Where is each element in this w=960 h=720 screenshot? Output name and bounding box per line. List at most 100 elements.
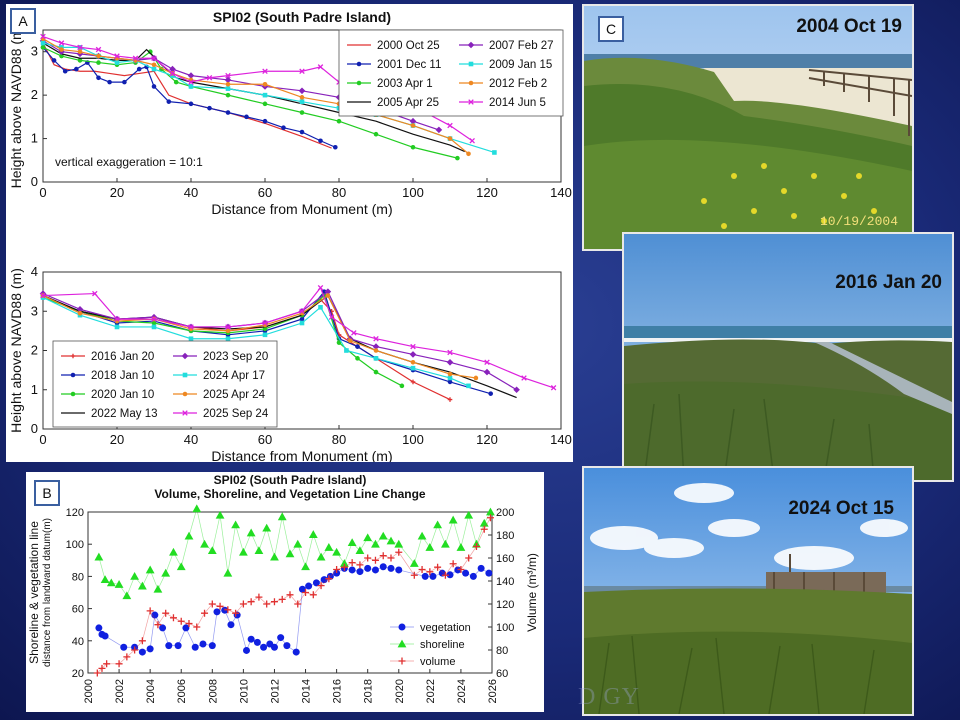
legend-item: 2020 Jan 10 — [61, 389, 154, 401]
data-point — [328, 314, 335, 320]
data-point — [347, 538, 357, 546]
legend-label: 2018 Jan 10 — [91, 370, 154, 382]
data-point — [513, 386, 520, 394]
data-point — [433, 520, 443, 529]
legend-label: 2014 Jun 5 — [489, 97, 546, 109]
data-point — [299, 68, 305, 75]
data-point — [130, 572, 140, 580]
data-point — [447, 397, 453, 402]
data-point — [93, 669, 101, 677]
x-tick-label: 2004 — [145, 679, 157, 703]
y-tick-label: 80 — [72, 571, 84, 583]
data-point — [317, 284, 324, 291]
chart-annotation: vertical exaggeration = 10:1 — [55, 155, 203, 169]
data-point — [410, 365, 416, 371]
data-point — [262, 523, 272, 532]
data-point — [336, 340, 342, 345]
data-point — [215, 510, 225, 519]
data-point — [421, 572, 429, 580]
data-point — [260, 643, 268, 651]
legend-item: 2009 Jan 15 — [459, 59, 552, 71]
data-point — [123, 653, 131, 661]
data-point — [165, 642, 173, 650]
data-point — [62, 68, 68, 74]
data-point — [486, 514, 494, 522]
legend-item: 2005 Apr 25 — [347, 97, 439, 109]
data-point — [373, 369, 379, 375]
data-point — [184, 531, 194, 540]
data-point — [262, 92, 268, 98]
data-point — [410, 343, 416, 350]
legend-item: 2007 Feb 27 — [459, 40, 554, 52]
data-point — [373, 356, 379, 361]
y2-tick-label: 60 — [496, 668, 508, 680]
data-point — [449, 560, 457, 568]
data-point — [114, 60, 120, 65]
data-point — [40, 40, 46, 46]
legend-item: volume — [390, 656, 455, 668]
data-point — [410, 359, 416, 365]
data-point — [262, 118, 268, 124]
legend-marker — [182, 391, 188, 397]
data-point — [485, 569, 493, 577]
x-axis-label: Distance from Monument (m) — [211, 201, 392, 217]
data-point — [333, 569, 341, 577]
y-axis-label: Height above NAVD88 (m) — [8, 24, 24, 189]
data-point — [348, 559, 356, 567]
y2-tick-label: 140 — [496, 576, 514, 588]
data-point — [107, 79, 112, 85]
series-line — [42, 42, 466, 153]
data-point — [293, 539, 303, 548]
data-point — [120, 643, 128, 651]
data-point — [262, 101, 268, 107]
beach-photo-2004-image — [584, 6, 912, 249]
data-point — [372, 343, 380, 350]
legend-marker — [70, 372, 76, 378]
data-point — [299, 129, 305, 135]
data-point — [299, 95, 305, 100]
data-point — [161, 568, 171, 577]
data-point — [201, 609, 209, 617]
data-point — [76, 305, 84, 313]
legend-marker — [70, 391, 76, 397]
data-point — [371, 539, 380, 548]
data-point — [254, 546, 264, 555]
data-point — [429, 572, 437, 580]
x-tick-label: 20 — [110, 432, 124, 447]
data-point — [480, 525, 488, 533]
photo-date-stamp: 10/19/2004 — [819, 214, 898, 229]
beach-photo-2024-image — [584, 468, 912, 714]
data-point — [299, 308, 305, 315]
data-point — [488, 391, 494, 396]
data-point — [131, 646, 139, 654]
data-point — [200, 539, 209, 548]
data-point — [425, 543, 435, 551]
data-point — [477, 564, 485, 572]
x-axis-label: Distance from Monument (m) — [211, 448, 392, 462]
data-point — [270, 552, 279, 561]
beach-photo-2016-image — [624, 234, 952, 480]
panel-label-b: B — [34, 480, 60, 506]
data-point — [409, 351, 417, 358]
data-point — [465, 554, 473, 562]
y-tick-label: 60 — [72, 604, 84, 616]
data-point — [100, 575, 110, 584]
data-point — [96, 53, 101, 59]
data-point — [299, 320, 305, 326]
data-point — [373, 348, 379, 353]
legend-label: 2000 Oct 25 — [377, 40, 440, 52]
chart-b: SPI02 (South Padre Island)Volume, Shorel… — [27, 473, 539, 703]
data-point — [263, 600, 271, 608]
legend-item: shoreline — [390, 639, 465, 651]
data-point — [151, 316, 157, 322]
data-point — [77, 44, 83, 51]
data-point — [169, 70, 176, 77]
data-point — [351, 330, 357, 336]
data-point — [320, 576, 328, 584]
x-tick-label: 60 — [258, 432, 272, 447]
data-point — [333, 566, 341, 573]
data-point — [40, 45, 46, 50]
x-tick-label: 100 — [402, 185, 424, 200]
y-tick-label: 1 — [31, 131, 38, 146]
legend-label: volume — [420, 656, 455, 668]
